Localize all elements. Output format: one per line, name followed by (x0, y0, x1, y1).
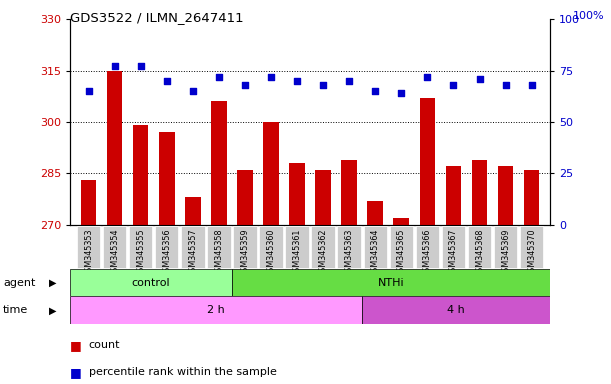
FancyBboxPatch shape (207, 225, 230, 268)
Text: NTHi: NTHi (378, 278, 404, 288)
Bar (133, 125, 148, 225)
Text: 4 h: 4 h (447, 305, 465, 315)
Bar (367, 201, 383, 225)
Bar (289, 163, 305, 225)
Text: GSM345353: GSM345353 (84, 228, 93, 277)
Text: ▶: ▶ (49, 278, 56, 288)
Point (266, 74, 276, 80)
Bar (342, 160, 357, 225)
Text: GSM345363: GSM345363 (345, 228, 354, 276)
Text: GSM345369: GSM345369 (501, 228, 510, 277)
Point (475, 76, 485, 82)
FancyBboxPatch shape (259, 225, 283, 268)
FancyBboxPatch shape (468, 225, 491, 268)
Bar (315, 170, 331, 225)
Text: ■: ■ (70, 366, 82, 379)
Bar (524, 170, 540, 225)
Y-axis label: 100%: 100% (573, 11, 604, 21)
Bar (70, 269, 232, 296)
Bar (159, 132, 175, 225)
Text: GSM345355: GSM345355 (136, 228, 145, 277)
Bar (70, 296, 362, 324)
FancyBboxPatch shape (442, 225, 465, 268)
Text: ▶: ▶ (49, 305, 56, 315)
Bar (362, 296, 550, 324)
Bar (498, 166, 513, 225)
Point (397, 90, 406, 96)
Text: GSM345356: GSM345356 (162, 228, 171, 277)
Text: GSM345361: GSM345361 (293, 228, 302, 276)
Point (318, 82, 328, 88)
Point (84, 88, 93, 94)
Text: GSM345364: GSM345364 (371, 228, 380, 276)
Text: count: count (89, 340, 120, 350)
Text: GSM345370: GSM345370 (527, 228, 536, 277)
FancyBboxPatch shape (494, 225, 518, 268)
Text: GSM345359: GSM345359 (240, 228, 249, 277)
FancyBboxPatch shape (415, 225, 439, 268)
Point (136, 63, 145, 70)
FancyBboxPatch shape (364, 225, 387, 268)
Point (448, 82, 458, 88)
Point (500, 82, 510, 88)
Point (214, 74, 224, 80)
Text: GSM345358: GSM345358 (214, 228, 224, 277)
Bar (472, 160, 488, 225)
Point (188, 88, 198, 94)
Point (162, 78, 172, 84)
FancyBboxPatch shape (181, 225, 205, 268)
Text: ■: ■ (70, 339, 82, 352)
Text: GSM345354: GSM345354 (110, 228, 119, 277)
FancyBboxPatch shape (520, 225, 543, 268)
Text: GSM345362: GSM345362 (318, 228, 327, 277)
Point (422, 74, 432, 80)
FancyBboxPatch shape (390, 225, 413, 268)
FancyBboxPatch shape (77, 225, 100, 268)
Bar (393, 218, 409, 225)
Text: GSM345357: GSM345357 (188, 228, 197, 277)
Bar (81, 180, 97, 225)
Point (370, 88, 380, 94)
FancyBboxPatch shape (103, 225, 126, 268)
Text: 2 h: 2 h (207, 305, 225, 315)
Text: GSM345366: GSM345366 (423, 228, 432, 276)
Bar (232, 269, 550, 296)
FancyBboxPatch shape (233, 225, 257, 268)
Text: GSM345365: GSM345365 (397, 228, 406, 277)
FancyBboxPatch shape (285, 225, 309, 268)
Text: agent: agent (3, 278, 35, 288)
Text: percentile rank within the sample: percentile rank within the sample (89, 367, 276, 377)
FancyBboxPatch shape (155, 225, 178, 268)
Bar (237, 170, 253, 225)
Bar (445, 166, 461, 225)
FancyBboxPatch shape (312, 225, 335, 268)
Bar (107, 71, 122, 225)
Text: time: time (3, 305, 28, 315)
Bar (185, 197, 200, 225)
Text: GDS3522 / ILMN_2647411: GDS3522 / ILMN_2647411 (70, 12, 244, 25)
Point (292, 78, 302, 84)
FancyBboxPatch shape (337, 225, 361, 268)
Text: GSM345367: GSM345367 (449, 228, 458, 277)
Point (110, 63, 120, 70)
Text: GSM345360: GSM345360 (266, 228, 276, 276)
Bar (420, 98, 435, 225)
Point (344, 78, 354, 84)
Point (527, 82, 536, 88)
Bar (211, 101, 227, 225)
Text: GSM345368: GSM345368 (475, 228, 484, 276)
Text: control: control (132, 278, 170, 288)
FancyBboxPatch shape (129, 225, 152, 268)
Point (240, 82, 250, 88)
Bar (263, 122, 279, 225)
